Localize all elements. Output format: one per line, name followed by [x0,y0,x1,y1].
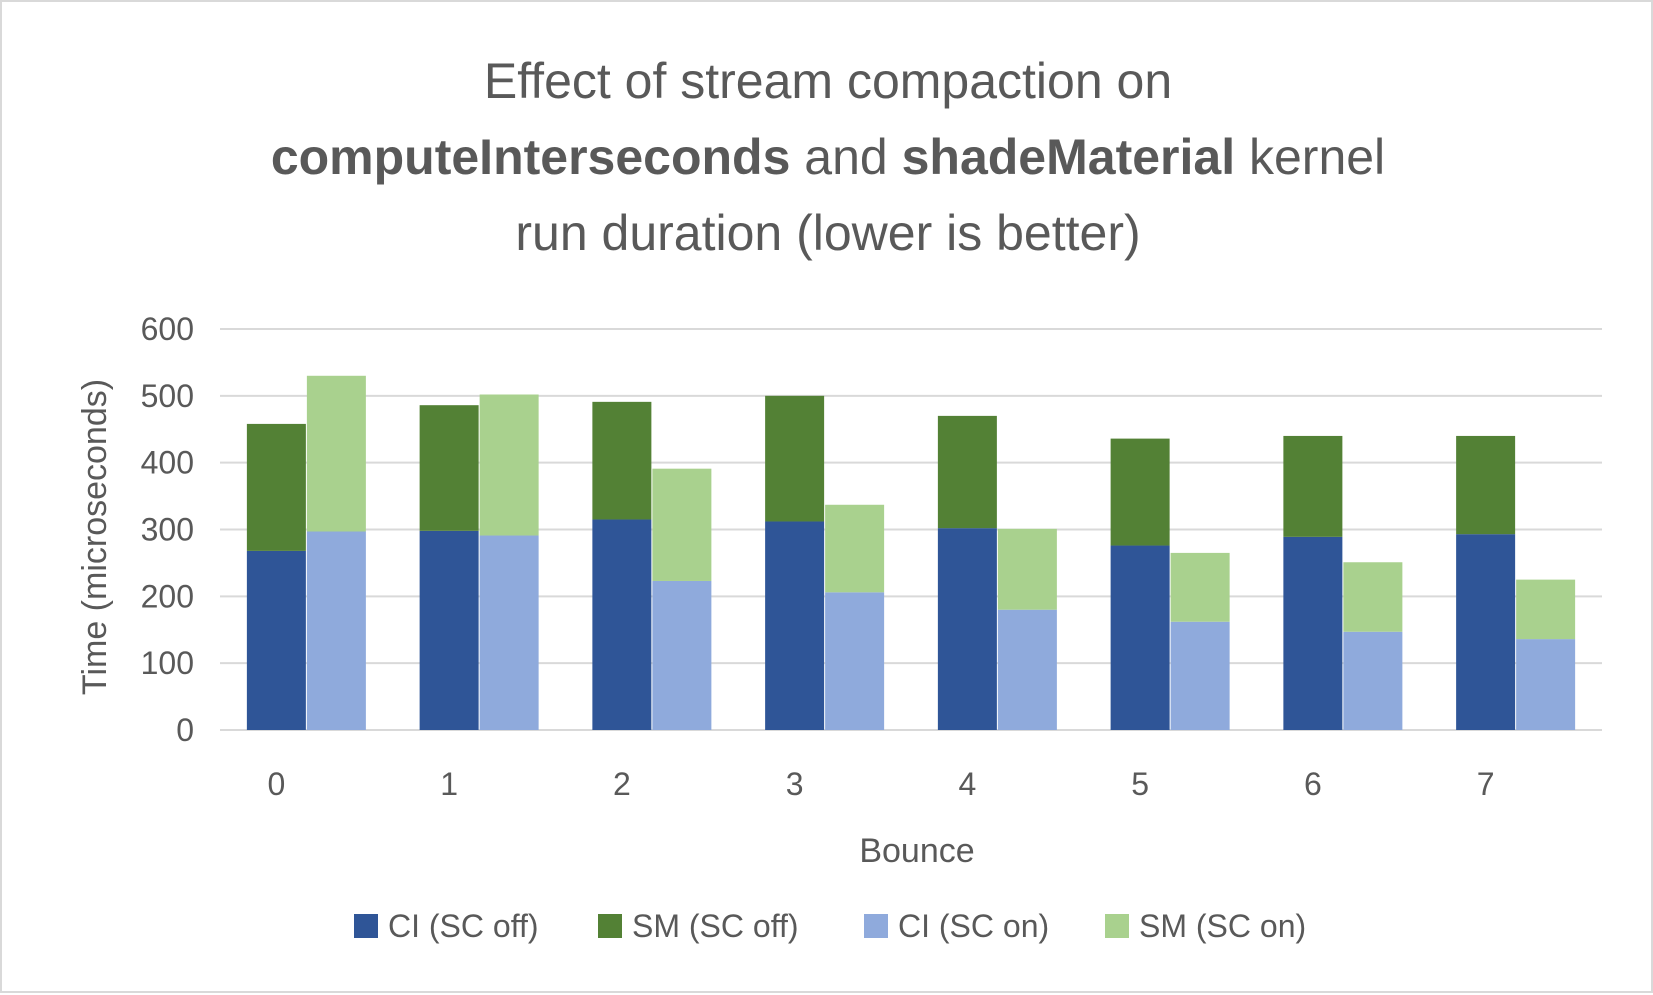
y-tick-label: 100 [141,645,194,681]
title-kernel: kernel [1235,129,1385,185]
x-tick-label: 1 [440,766,458,802]
x-tick-labels: 0 1 2 3 4 5 6 7 [267,766,1494,802]
legend-label-sm-sc-on: SM (SC on) [1139,908,1306,944]
bar-ci-sc-off-bounce-3 [765,521,825,730]
bar-sm-sc-off-bounce-4 [937,415,997,529]
title-line-2: computeInterseconds and shadeMaterial ke… [271,129,1385,185]
legend-swatch-ci-sc-on [864,914,888,938]
x-tick-label: 7 [1477,766,1495,802]
bar-ci-sc-on-bounce-3 [825,592,885,730]
legend-swatch-sm-sc-off [598,914,622,938]
title-bold-shade: shadeMaterial [902,129,1235,185]
bar-sm-sc-off-bounce-0 [246,423,306,551]
chart-title: Effect of stream compaction on computeIn… [271,53,1385,261]
y-tick-labels: 0 100 200 300 400 500 600 [141,311,194,748]
legend-label-sm-sc-off: SM (SC off) [632,908,799,944]
bar-sm-sc-on-bounce-7 [1516,579,1576,640]
bar-sm-sc-on-bounce-3 [825,504,885,593]
y-tick-label: 400 [141,445,194,481]
bar-sm-sc-off-bounce-3 [765,395,825,522]
bar-sm-sc-off-bounce-7 [1456,435,1516,535]
x-tick-label: 2 [613,766,631,802]
bar-sm-sc-on-bounce-4 [997,528,1057,610]
title-line-1: Effect of stream compaction on [484,53,1172,109]
y-tick-label: 300 [141,512,194,548]
bar-sm-sc-off-bounce-1 [419,405,479,531]
bar-sm-sc-on-bounce-1 [479,394,539,536]
y-tick-label: 500 [141,378,194,414]
legend: CI (SC off) SM (SC off) CI (SC on) SM (SC o… [354,908,1306,944]
bar-ci-sc-on-bounce-2 [652,580,712,730]
bar-ci-sc-on-bounce-7 [1516,639,1576,730]
title-and: and [790,129,901,185]
bar-sm-sc-off-bounce-6 [1283,435,1343,537]
title-line-3: run duration (lower is better) [515,205,1140,261]
x-tick-label: 6 [1304,766,1322,802]
x-tick-label: 4 [958,766,976,802]
bar-sm-sc-off-bounce-5 [1110,438,1170,546]
y-tick-label: 600 [141,311,194,347]
bar-ci-sc-off-bounce-6 [1283,536,1343,730]
bar-ci-sc-off-bounce-7 [1456,534,1516,730]
x-tick-label: 5 [1131,766,1149,802]
x-tick-label: 3 [786,766,804,802]
bars [246,375,1576,730]
legend-label-ci-sc-off: CI (SC off) [388,908,539,944]
legend-swatch-ci-sc-off [354,914,378,938]
bar-ci-sc-off-bounce-1 [419,530,479,730]
x-axis-title: Bounce [859,832,974,870]
bar-ci-sc-off-bounce-5 [1110,545,1170,730]
bar-ci-sc-off-bounce-2 [592,519,652,730]
bar-ci-sc-on-bounce-5 [1170,621,1230,730]
bar-sm-sc-on-bounce-5 [1170,552,1230,622]
y-tick-label: 0 [176,712,194,748]
x-tick-label: 0 [267,766,285,802]
bar-ci-sc-off-bounce-4 [937,528,997,730]
legend-swatch-sm-sc-on [1105,914,1129,938]
bar-ci-sc-off-bounce-0 [246,550,306,730]
bar-sm-sc-on-bounce-0 [306,375,366,532]
y-tick-label: 200 [141,578,194,614]
bar-sm-sc-on-bounce-6 [1343,562,1403,632]
title-bold-compute: computeInterseconds [271,129,791,185]
y-axis-title: Time (microseconds) [76,379,114,695]
bar-ci-sc-on-bounce-6 [1343,631,1403,730]
bar-ci-sc-on-bounce-0 [306,531,366,730]
bar-sm-sc-off-bounce-2 [592,401,652,520]
bar-sm-sc-on-bounce-2 [652,468,712,581]
bar-ci-sc-on-bounce-1 [479,535,539,730]
legend-label-ci-sc-on: CI (SC on) [898,908,1049,944]
bar-ci-sc-on-bounce-4 [997,609,1057,730]
